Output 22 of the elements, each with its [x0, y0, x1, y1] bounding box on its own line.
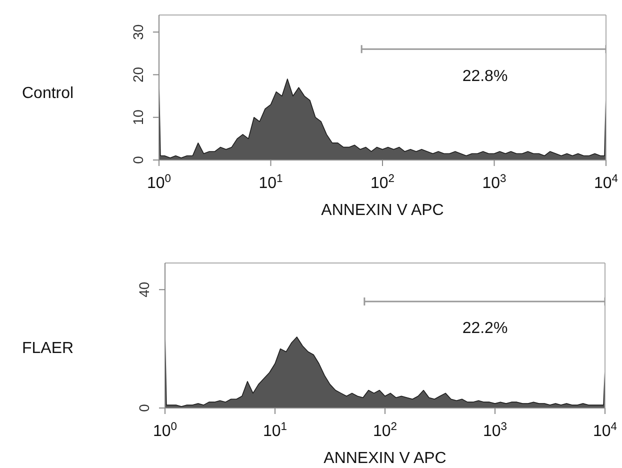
x-tick-label: 10$^{1}$ [258, 173, 283, 192]
x-tick-label: 10$^{0}$ [146, 173, 172, 192]
x-tick-label: 10$^{3}$ [482, 421, 508, 440]
x-tick-label: 10$^{3}$ [482, 173, 506, 192]
y-tick-label: 10 [130, 109, 146, 126]
x-tick-label: 10$^{4}$ [594, 173, 618, 192]
y-tick-label: 30 [130, 24, 146, 40]
annotation: 22.8% [461, 68, 509, 86]
x-tick-label: 10$^{4}$ [592, 421, 618, 440]
x-tick-label: 10$^{0}$ [152, 421, 178, 440]
y-tick-label: 0 [136, 404, 152, 412]
annotation: 22.2% [461, 320, 509, 338]
x-tick-label: 10$^{2}$ [370, 173, 395, 192]
text: Control [22, 85, 74, 103]
y-tick-label: 40 [136, 282, 152, 298]
y-tick-label: 20 [130, 66, 146, 82]
y-tick-label: 0 [130, 156, 146, 164]
text: FLAER [22, 340, 74, 358]
x-tick-label: 10$^{1}$ [262, 421, 288, 440]
x-axis-title: ANNEXIN V APC [321, 202, 444, 219]
x-axis-title: ANNEXIN V APC [324, 450, 446, 467]
x-tick-label: 10$^{2}$ [372, 421, 398, 440]
